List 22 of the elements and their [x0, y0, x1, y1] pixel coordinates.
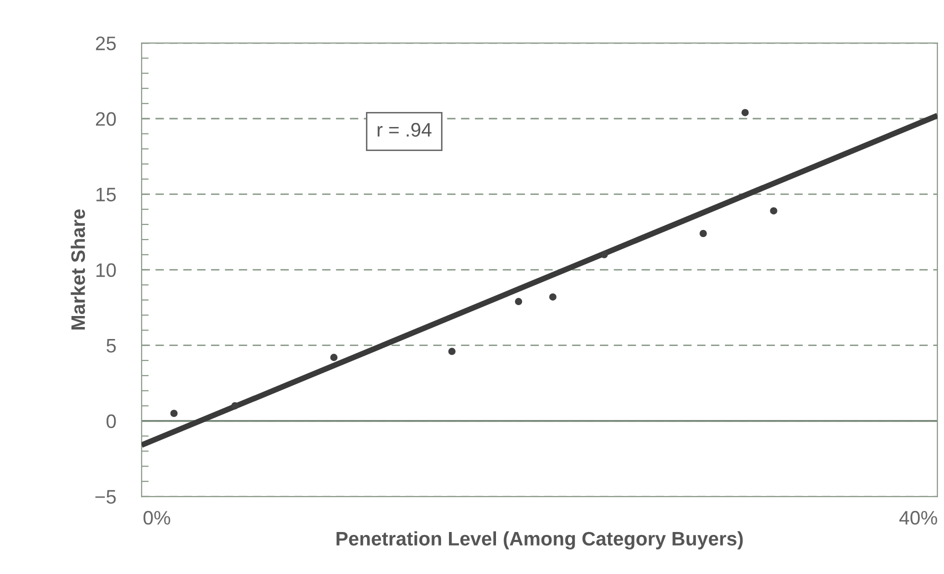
x-axis-title: Penetration Level (Among Category Buyers): [336, 531, 743, 550]
point: [231, 402, 239, 410]
y-tick-label: 5: [106, 339, 116, 353]
point: [741, 108, 749, 116]
x-tick-label: 40%: [899, 510, 938, 525]
point: [770, 207, 778, 214]
y-axis-title: Market Share: [70, 209, 86, 330]
point: [600, 251, 608, 258]
point: [330, 354, 338, 362]
y-tick-label: 20: [96, 112, 116, 126]
annotation: r = .94: [378, 122, 432, 137]
y-tick-label: 25: [96, 36, 116, 50]
point: [170, 410, 178, 418]
y-tick-label: 10: [96, 263, 116, 278]
y-tick-label: 0: [106, 414, 116, 428]
point: [700, 230, 707, 238]
x-tick-label: 0%: [144, 510, 170, 525]
y-tick-label: 15: [96, 188, 116, 202]
point: [549, 293, 556, 301]
point: [448, 348, 456, 356]
y-tick-label: −5: [95, 490, 116, 504]
point: [514, 298, 522, 306]
